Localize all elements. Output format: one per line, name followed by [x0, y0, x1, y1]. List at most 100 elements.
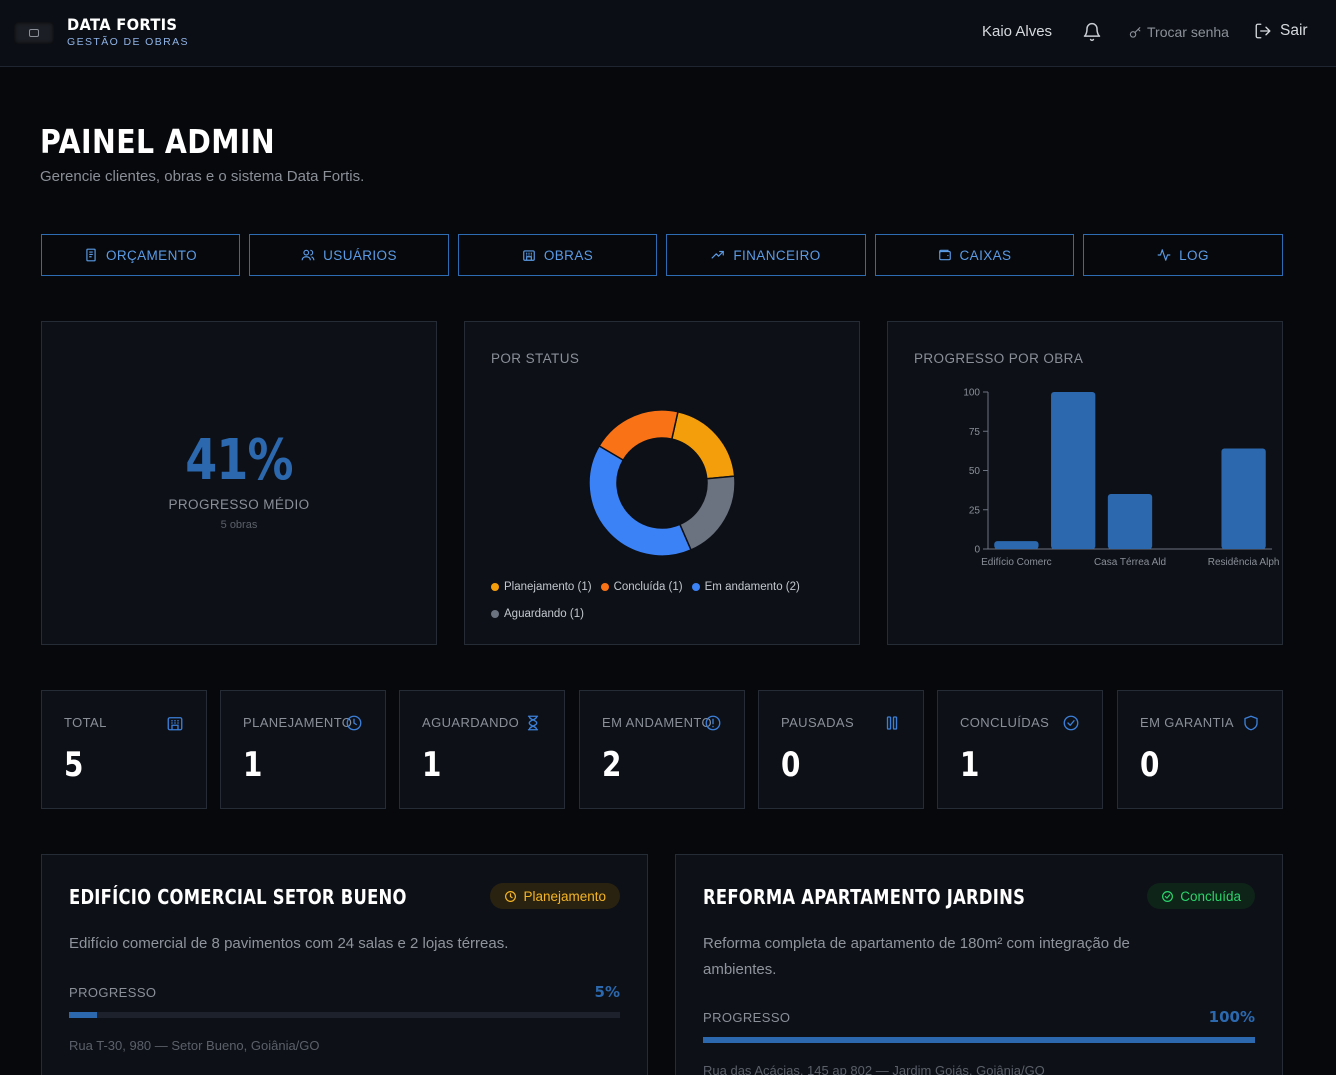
building-icon	[523, 250, 535, 261]
brand-title: DATA FORTIS	[67, 15, 178, 34]
stat-em-andamento: EM ANDAMENTO 2	[579, 690, 745, 809]
check-circle-icon	[1162, 890, 1174, 902]
legend-item[interactable]: Concluída (1)	[600, 574, 683, 600]
status-legend: Planejamento (1) Concluída (1) Em andament…	[491, 574, 831, 628]
legend-item[interactable]: Planejamento (1)	[491, 574, 592, 600]
y-tick-label: 50	[969, 466, 981, 477]
stat-aguardando: AGUARDANDO 1	[399, 690, 565, 809]
project-card[interactable]: EDIFÍCIO COMERCIAL SETOR BUENO Planejame…	[41, 854, 648, 1075]
legend-dot	[691, 583, 700, 591]
progress-label: PROGRESSO	[69, 985, 157, 1000]
progress-bar-chart: 0 25 50 75 100 Edifício Comerc Casa Térrea Ald…	[963, 388, 1279, 569]
activity-icon	[1157, 249, 1171, 261]
status-chart-title: POR STATUS	[491, 351, 580, 366]
project-address: Rua das Acácias, 145 ap 802 — Jardim Goi…	[703, 1063, 1045, 1075]
stat-total: TOTAL 5	[41, 690, 207, 809]
y-tick-label: 75	[969, 427, 981, 438]
bell-icon	[1083, 22, 1101, 42]
change-password-label: Trocar senha	[1147, 24, 1229, 40]
donut-slice-concluída[interactable]	[598, 409, 679, 462]
logout-button[interactable]: Sair	[1254, 22, 1308, 40]
legend-dot	[491, 610, 499, 618]
stat-value: 1	[422, 745, 442, 785]
nav-label: USUÁRIOS	[323, 247, 397, 263]
status-donut-chart	[588, 409, 736, 557]
project-title: EDIFÍCIO COMERCIAL SETOR BUENO	[69, 885, 407, 909]
stat-value: 2	[602, 745, 622, 785]
nav-caixas-button[interactable]: CAIXAS	[875, 234, 1074, 276]
nav-log-button[interactable]: LOG	[1083, 234, 1283, 276]
stat-value: 5	[64, 745, 84, 785]
project-title: REFORMA APARTAMENTO JARDINS	[703, 885, 1026, 909]
building-icon	[167, 717, 183, 731]
progress-label: PROGRESSO	[703, 1010, 791, 1025]
pause-icon	[886, 716, 898, 730]
stat-em-garantia: EM GARANTIA 0	[1117, 690, 1283, 809]
nav-label: LOG	[1179, 247, 1209, 263]
status-badge-label: Concluída	[1180, 888, 1241, 904]
status-chart-card: POR STATUS Planejamento (1) Concluída (1)…	[464, 321, 860, 645]
x-tick-label: Casa Térrea Ald	[1094, 557, 1166, 568]
clock-icon	[346, 715, 362, 731]
user-name: Kaio Alves	[982, 23, 1053, 40]
stat-value: 0	[1140, 745, 1160, 785]
key-icon	[1129, 26, 1141, 38]
donut-slice-planejamento[interactable]	[670, 410, 736, 480]
wallet-icon	[938, 249, 951, 261]
nav-financeiro-button[interactable]: FINANCEIRO	[666, 234, 866, 276]
check-circle-icon	[1063, 715, 1079, 731]
notifications-button[interactable]	[1082, 22, 1102, 44]
nav-orcamento-button[interactable]: ORÇAMENTO	[41, 234, 240, 276]
nav-label: ORÇAMENTO	[105, 247, 198, 263]
project-description: Edifício comercial de 8 pavimentos com 2…	[69, 935, 509, 952]
avg-progress-count: 5 obras	[220, 519, 258, 531]
nav-usuarios-button[interactable]: USUÁRIOS	[249, 234, 449, 276]
avg-progress-value: 41%	[185, 428, 293, 493]
stat-value: 0	[781, 745, 801, 785]
logo-mark	[29, 29, 39, 37]
bar-1[interactable]	[1051, 392, 1096, 549]
nav-label: CAIXAS	[959, 247, 1012, 263]
stat-label: TOTAL	[64, 715, 107, 730]
y-tick-label: 25	[969, 505, 981, 516]
alert-circle-icon	[705, 715, 721, 731]
legend-label: Concluída (1)	[613, 581, 683, 593]
stat-value: 1	[243, 745, 263, 785]
brand-logo[interactable]	[14, 22, 54, 44]
progress-value: 5%	[594, 983, 620, 1001]
progress-track	[69, 1012, 620, 1018]
stat-label: EM ANDAMENTO	[602, 715, 713, 730]
status-badge-label: Planejamento	[523, 888, 606, 904]
logout-label: Sair	[1280, 22, 1308, 39]
legend-item[interactable]: Aguardando (1)	[491, 601, 584, 627]
donut-slice-em-andamento[interactable]	[588, 444, 692, 557]
nav-obras-button[interactable]: OBRAS	[458, 234, 657, 276]
bar-2[interactable]	[1107, 494, 1153, 549]
legend-label: Em andamento (2)	[704, 581, 800, 593]
avg-progress-card: 41% PROGRESSO MÉDIO 5 obras	[41, 321, 437, 645]
page-subtitle: Gerencie clientes, obras e o sistema Dat…	[40, 168, 365, 185]
donut-slice-aguardando[interactable]	[678, 475, 736, 551]
project-card[interactable]: REFORMA APARTAMENTO JARDINS Concluída Re…	[675, 854, 1283, 1075]
y-tick-label: 100	[963, 388, 980, 399]
nav-label: FINANCEIRO	[733, 247, 821, 263]
stat-planejamento: PLANEJAMENTO 1	[220, 690, 386, 809]
stat-label: CONCLUÍDAS	[960, 715, 1050, 730]
legend-item[interactable]: Em andamento (2)	[691, 574, 800, 600]
avg-progress-label: PROGRESSO MÉDIO	[168, 497, 310, 512]
stat-concluidas: CONCLUÍDAS 1	[937, 690, 1103, 809]
status-badge: Concluída	[1147, 883, 1255, 909]
stat-label: AGUARDANDO	[422, 715, 520, 730]
bar-0[interactable]	[994, 541, 1039, 549]
project-description: Reforma completa de apartamento de 180m²…	[703, 935, 1130, 978]
stat-pausadas: PAUSADAS 0	[758, 690, 924, 809]
clock-icon	[505, 890, 517, 902]
progress-value: 100%	[1208, 1008, 1255, 1026]
x-tick-label: Edifício Comerc	[981, 557, 1052, 568]
change-password-button[interactable]: Trocar senha	[1129, 24, 1229, 40]
progress-track	[703, 1037, 1255, 1043]
progress-fill	[69, 1012, 97, 1018]
shield-icon	[1244, 715, 1258, 731]
progress-chart-title: PROGRESSO POR OBRA	[914, 351, 1084, 366]
bar-4[interactable]	[1221, 448, 1266, 549]
